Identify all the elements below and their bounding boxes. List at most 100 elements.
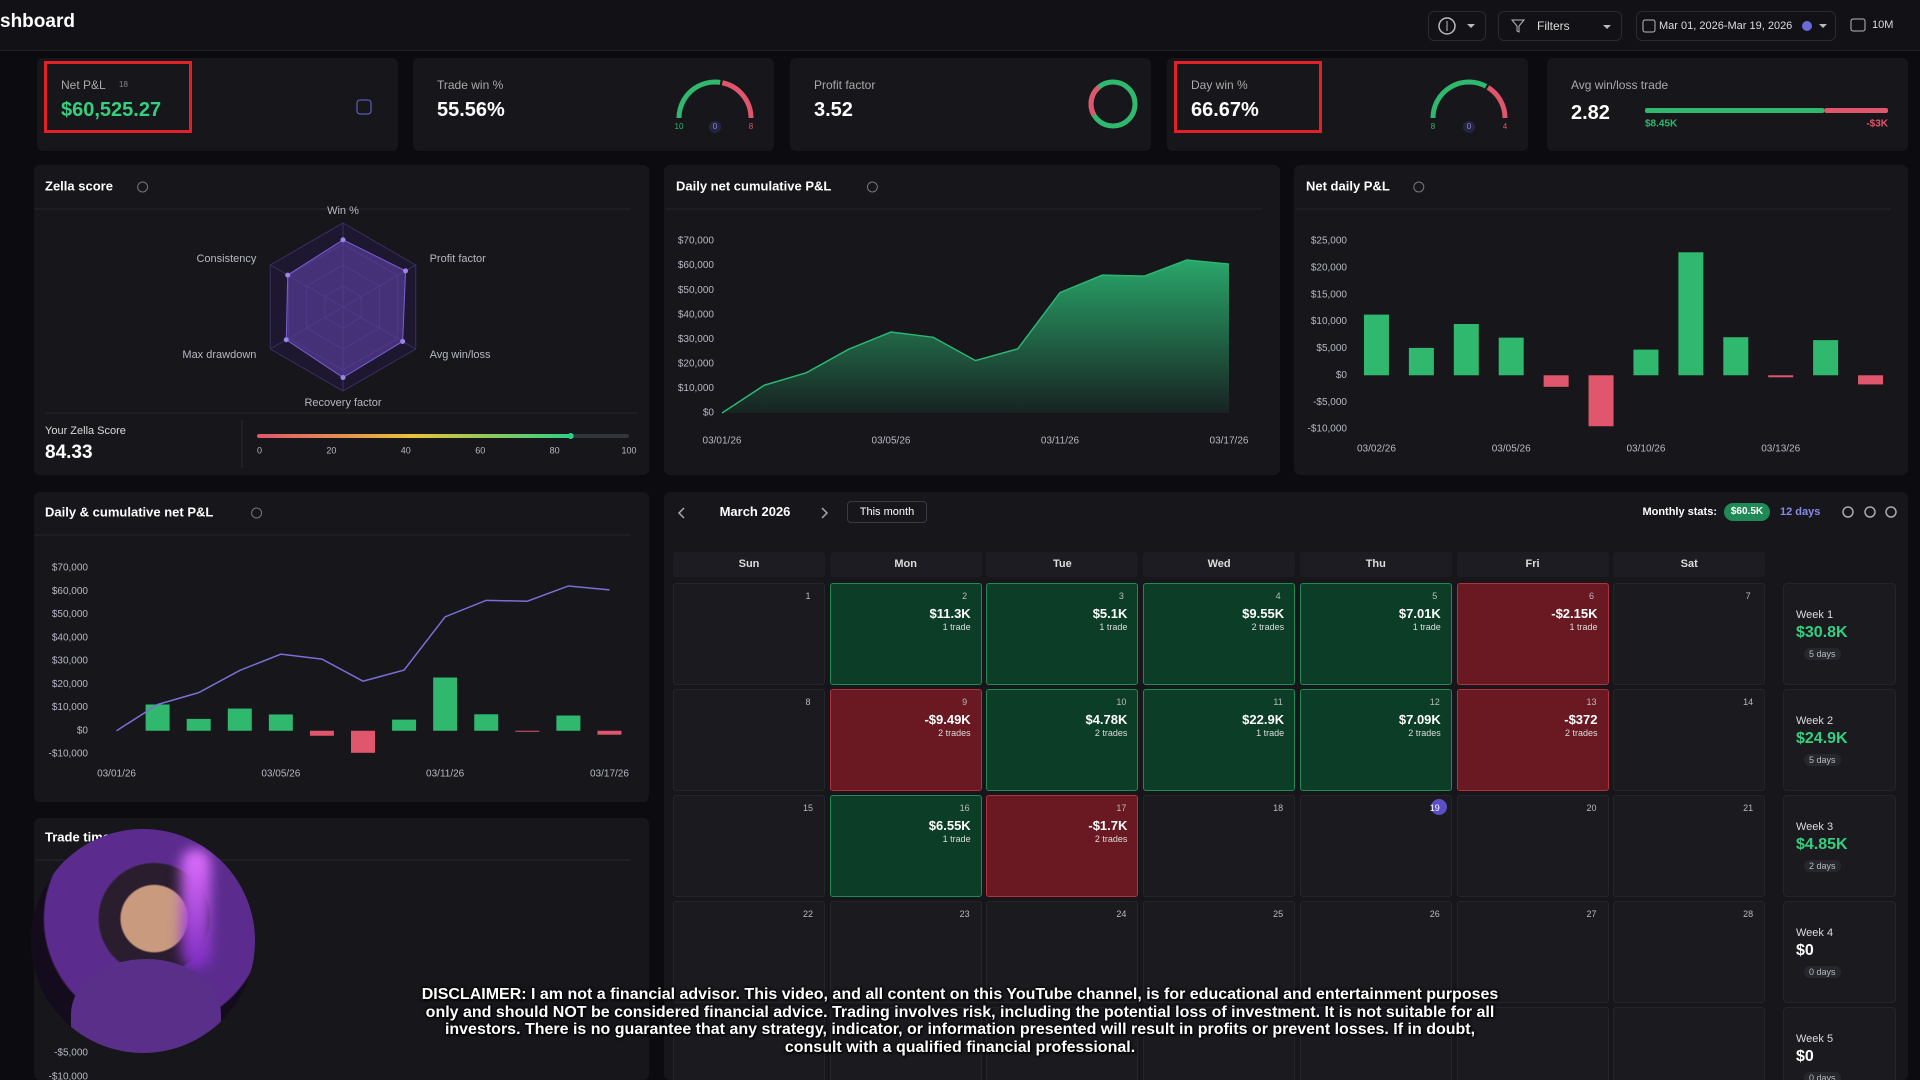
day-pnl: $9.55K xyxy=(1242,606,1285,621)
day-number: 1 xyxy=(805,591,811,601)
gauge-arc xyxy=(1430,79,1488,119)
week-label: Week 1 xyxy=(1796,609,1834,621)
day-pnl: -$9.49K xyxy=(924,712,971,727)
day-cell[interactable]: 19 xyxy=(1299,795,1452,897)
day-trades: 1 trade xyxy=(1256,728,1285,738)
stat-label: Net P&L xyxy=(61,78,106,92)
day-number: 16 xyxy=(959,803,970,813)
day-cell[interactable]: 7 xyxy=(1613,583,1766,685)
day-cell[interactable]: 2 $11.3K 1 trade xyxy=(829,583,982,685)
day-number: 3 xyxy=(1118,591,1124,601)
month-label: March 2026 xyxy=(719,504,791,519)
gauge-arc xyxy=(721,80,754,119)
day-cell[interactable]: 15 xyxy=(673,795,825,897)
stat-card: Net P&L 18 $60,525.27 xyxy=(37,58,398,151)
day-cell[interactable]: 4 $9.55K 2 trades xyxy=(1143,583,1296,685)
week-days: 2 days xyxy=(1804,860,1841,872)
icon-circle xyxy=(1438,17,1456,35)
day-number: 9 xyxy=(962,697,968,707)
date-range-button[interactable]: Mar 01, 2026-Mar 19, 2026 xyxy=(1636,11,1836,41)
day-cell[interactable]: 12 $7.09K 2 trades xyxy=(1299,689,1452,791)
day-cell[interactable]: 11 $22.9K 1 trade xyxy=(1143,689,1296,791)
day-number: 5 xyxy=(1432,591,1438,601)
tool-icon[interactable] xyxy=(1885,506,1897,518)
day-cell[interactable]: 28 xyxy=(1613,901,1766,1003)
account-icon xyxy=(1850,18,1866,32)
week-days: 5 days xyxy=(1804,648,1841,660)
day-cell[interactable]: 10 $4.78K 2 trades xyxy=(986,689,1139,791)
day-number: 12 xyxy=(1429,697,1440,707)
day-number: 4 xyxy=(1275,591,1281,601)
stat-value: 2.82 xyxy=(1571,102,1610,124)
filters-button[interactable]: Filters xyxy=(1498,11,1622,41)
day-cell xyxy=(986,1007,1139,1080)
gauge-arc xyxy=(676,79,721,119)
day-number: 28 xyxy=(1743,909,1754,919)
day-pnl: $22.9K xyxy=(1242,712,1285,727)
day-pnl: -$2.15K xyxy=(1551,606,1598,621)
caret xyxy=(1603,25,1611,29)
day-cell[interactable]: 26 xyxy=(1299,901,1452,1003)
win-bar xyxy=(1645,108,1825,113)
day-trades: 2 trades xyxy=(1408,728,1441,738)
day-cell[interactable]: 8 xyxy=(673,689,825,791)
week-pnl: $24.9K xyxy=(1796,730,1848,747)
filter-icon xyxy=(1510,19,1611,33)
ring-loss xyxy=(1088,79,1138,129)
day-cell[interactable]: 20 xyxy=(1456,795,1609,897)
monthly-stats-days: 12 days xyxy=(1780,506,1821,518)
monthly-stats-label: Monthly stats: xyxy=(1642,506,1717,518)
week-summary: Week 5 $0 0 days xyxy=(1783,1007,1896,1080)
this-month-button[interactable]: This month xyxy=(847,501,927,523)
prev-month[interactable] xyxy=(677,507,685,519)
gauge-breakeven: 0 xyxy=(713,122,718,131)
day-cell[interactable]: 22 xyxy=(673,901,825,1003)
week-summary: Week 3 $4.85K 2 days xyxy=(1783,795,1896,897)
day-trades: 2 trades xyxy=(1094,834,1128,844)
day-cell[interactable]: 23 xyxy=(829,901,982,1003)
day-cell[interactable]: 13 -$372 2 trades xyxy=(1456,689,1609,791)
webcam-overlay xyxy=(31,829,255,1053)
day-cell[interactable]: 24 xyxy=(986,901,1139,1003)
tool-icon[interactable] xyxy=(1864,506,1876,518)
gauge-arc xyxy=(1486,85,1508,119)
week-label: Week 3 xyxy=(1796,821,1834,833)
day-cell xyxy=(1143,1007,1296,1080)
day-cell[interactable]: 25 xyxy=(1143,901,1296,1003)
day-cell xyxy=(1613,1007,1766,1080)
tool-icon[interactable] xyxy=(1842,506,1854,518)
day-cell[interactable]: 9 -$9.49K 2 trades xyxy=(829,689,982,791)
day-pnl: -$1.7K xyxy=(1088,818,1128,833)
day-cell[interactable]: 5 $7.01K 1 trade xyxy=(1299,583,1452,685)
day-cell[interactable]: 6 -$2.15K 1 trade xyxy=(1456,583,1609,685)
today-marker xyxy=(1430,799,1447,815)
day-pnl: $5.1K xyxy=(1092,606,1128,621)
account-button[interactable]: 10M xyxy=(1848,11,1914,41)
avg-win: $8.45K xyxy=(1645,119,1678,130)
gauge-loss: 8 xyxy=(749,122,754,131)
date-range-label: Mar 01, 2026-Mar 19, 2026 xyxy=(1659,20,1793,32)
panel xyxy=(34,165,649,475)
day-number: 26 xyxy=(1429,909,1440,919)
day-cell[interactable]: 1 xyxy=(673,583,825,685)
stat-label: Day win % xyxy=(1191,78,1248,92)
currency-select[interactable] xyxy=(1428,11,1486,41)
day-cell[interactable]: 14 xyxy=(1613,689,1766,791)
week-days: 0 days xyxy=(1804,966,1841,978)
day-cell[interactable]: 21 xyxy=(1613,795,1766,897)
day-cell[interactable]: 17 -$1.7K 2 trades xyxy=(986,795,1139,897)
icon-rect xyxy=(1850,18,1866,32)
week-label: Week 5 xyxy=(1796,1033,1834,1045)
day-cell[interactable]: 3 $5.1K 1 trade xyxy=(986,583,1139,685)
day-cell[interactable]: 27 xyxy=(1456,901,1609,1003)
stat-label: Profit factor xyxy=(814,78,876,92)
stat-value: 3.52 xyxy=(814,99,853,121)
day-cell[interactable]: 16 $6.55K 1 trade xyxy=(829,795,982,897)
next-month[interactable] xyxy=(821,507,829,519)
week-summary: Week 2 $24.9K 5 days xyxy=(1783,689,1896,791)
day-trades: 1 trade xyxy=(1412,622,1441,632)
weekday-header: Tue xyxy=(986,552,1139,577)
avg-loss: -$3K xyxy=(1866,119,1888,130)
day-cell[interactable]: 18 xyxy=(1143,795,1296,897)
